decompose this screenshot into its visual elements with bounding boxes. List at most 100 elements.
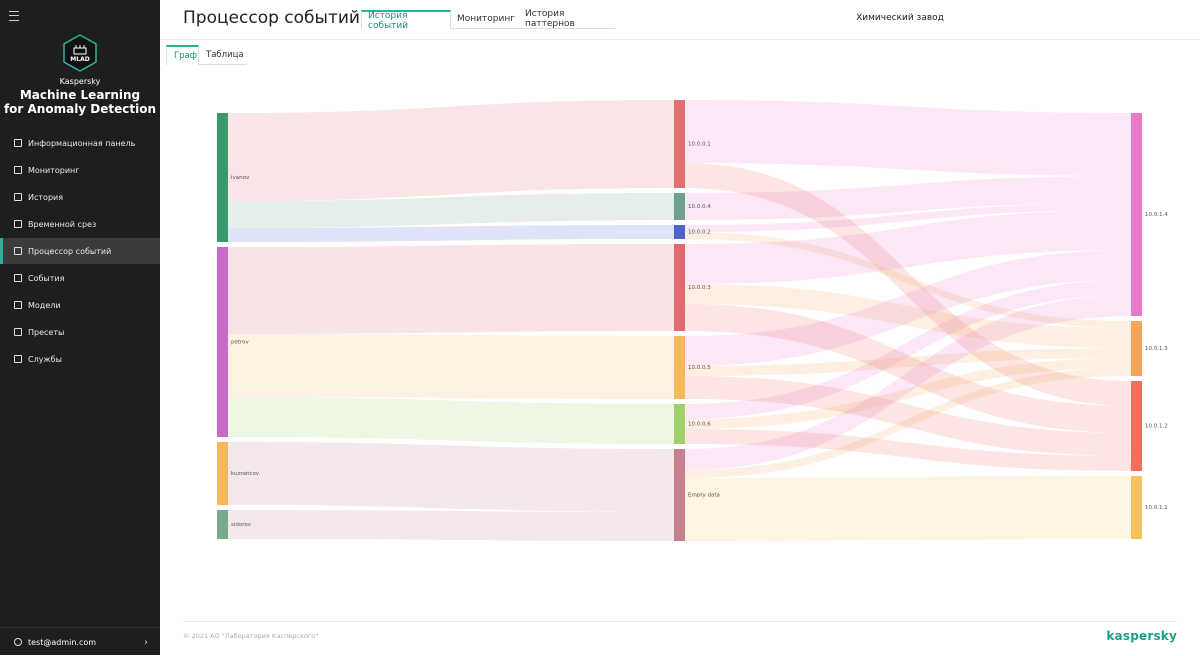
node (217, 247, 228, 437)
divider (160, 39, 1200, 40)
menu-label: События (28, 273, 65, 283)
node (674, 404, 685, 444)
sidebar: MLAD Kaspersky Machine Learning for Anom… (0, 0, 160, 655)
link (685, 376, 1131, 456)
link (685, 250, 1131, 366)
page-title: Процессор событий (183, 8, 360, 28)
link (228, 397, 674, 444)
menu-item[interactable]: События (0, 265, 160, 291)
footer-logo: kaspersky (1106, 629, 1177, 643)
link (685, 280, 1131, 419)
menu-item[interactable]: Временной срез (0, 211, 160, 237)
menu-label: Временной срез (28, 219, 97, 229)
link (685, 295, 1131, 470)
link (228, 244, 674, 334)
node-label: 10.0.1.2 (1145, 424, 1168, 430)
link (685, 358, 1131, 429)
node-label: 10.0.0.4 (688, 204, 711, 210)
node (674, 336, 685, 399)
node (674, 193, 685, 220)
node-label: 10.0.0.1 (688, 142, 711, 148)
menu-icon (14, 355, 22, 363)
menu-icon (14, 193, 22, 201)
menu-item[interactable]: Информационная панель (0, 130, 160, 156)
node-label: 10.0.0.5 (688, 365, 711, 371)
node-label: 10.0.0.2 (688, 230, 711, 236)
node (674, 449, 685, 541)
node-label: 10.0.1.3 (1145, 346, 1168, 352)
node (1131, 113, 1142, 316)
menu-icon (14, 139, 22, 147)
menu-label: Процессор событий (28, 246, 112, 256)
product-line: for Anomaly Detection (3, 102, 157, 116)
link (685, 348, 1131, 376)
node (674, 244, 685, 331)
link (228, 334, 674, 399)
product-name: Machine Learning for Anomaly Detection (0, 88, 160, 116)
link (685, 304, 1131, 433)
node-label: kuznetcov (231, 471, 260, 477)
link (685, 232, 1131, 328)
link (685, 429, 1131, 471)
link (685, 100, 1131, 176)
node-label: 10.0.0.6 (688, 422, 711, 428)
product-line: Machine Learning (19, 88, 141, 102)
node (674, 225, 685, 239)
tab[interactable]: Мониторинг (451, 10, 519, 29)
menu-icon (14, 328, 22, 336)
node (1131, 321, 1142, 376)
link (685, 476, 1131, 541)
menu-icon (14, 274, 22, 282)
logo-text: MLAD (70, 56, 89, 63)
menu-label: Пресеты (28, 327, 65, 337)
sankey-graph: ivanov petrov kuznetcov sidorov 10.0.0.1 10.0… (217, 100, 1168, 541)
brand: Kaspersky (59, 77, 101, 86)
node (217, 113, 228, 242)
link (685, 210, 1131, 284)
user-icon (14, 638, 22, 646)
node (217, 510, 228, 539)
node-label: 10.0.1.4 (1145, 212, 1168, 218)
menu-toggle[interactable] (9, 11, 19, 21)
menu-icon (14, 301, 22, 309)
menu-icon (14, 220, 22, 228)
tab[interactable]: История паттернов (519, 9, 615, 29)
copyright: © 2021 АО "Лаборатория Касперского" (183, 632, 319, 640)
link (228, 442, 674, 512)
menu-icon (14, 166, 22, 174)
menu-item[interactable]: Мониторинг (0, 157, 160, 183)
link (228, 225, 674, 242)
menu-label: Модели (28, 300, 61, 310)
vtab[interactable]: Граф (166, 45, 199, 65)
menu-item[interactable]: Процессор событий (0, 238, 160, 264)
menu-label: История (28, 192, 64, 202)
site-name: Химический завод (856, 13, 944, 23)
node-label: 10.0.0.3 (688, 285, 711, 291)
user-bar[interactable]: test@admin.com › (0, 627, 160, 656)
link (685, 284, 1131, 348)
node-label: Empty data (688, 493, 720, 499)
node (1131, 381, 1142, 471)
link (685, 163, 1131, 406)
menu-icon (14, 247, 22, 255)
node (217, 442, 228, 505)
menu-label: Службы (28, 354, 62, 364)
link (228, 510, 674, 541)
node-label: petrov (231, 340, 250, 346)
link (685, 176, 1131, 220)
node-label: ivanov (231, 175, 250, 181)
link (685, 368, 1131, 478)
user-email: test@admin.com (28, 637, 97, 647)
menu-item[interactable]: Службы (0, 346, 160, 372)
tab[interactable]: История событий (361, 10, 451, 31)
menu-item[interactable]: Модели (0, 292, 160, 318)
menu-item[interactable]: История (0, 184, 160, 210)
link (685, 203, 1131, 232)
vtab[interactable]: Таблица (199, 45, 247, 65)
link (228, 193, 674, 228)
menu-item[interactable]: Пресеты (0, 319, 160, 345)
node (674, 100, 685, 188)
expand-arrow: › (144, 636, 148, 648)
divider (183, 621, 1177, 622)
